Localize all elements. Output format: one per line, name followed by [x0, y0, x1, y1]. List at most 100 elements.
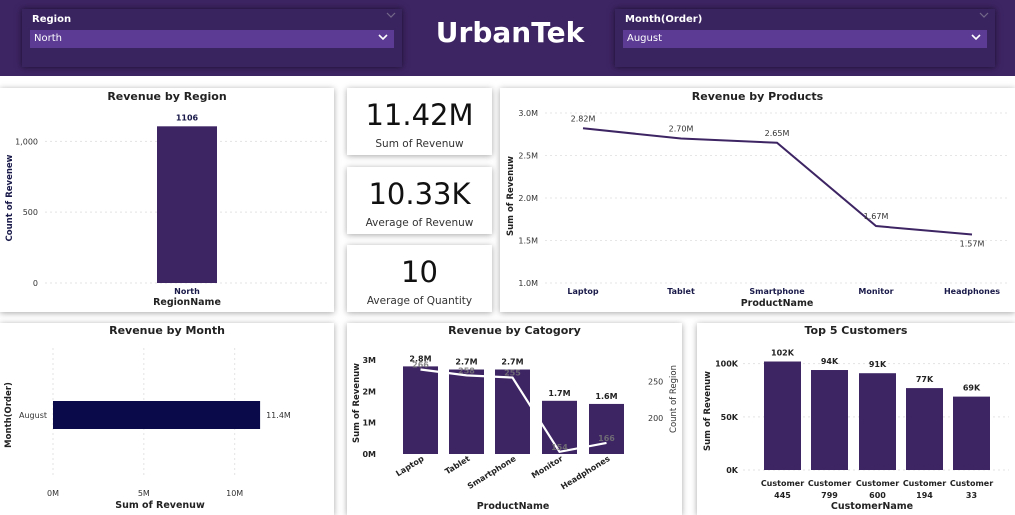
x-tick-label: 799: [821, 491, 838, 500]
revenue-by-products-chart: 1.0M 1.5M 2.0M 2.5M 3.0M 2.82M Laptop 2.70M Tabl…: [506, 109, 1010, 309]
y-tick-label: August: [19, 411, 47, 420]
line-data-label: 154: [551, 443, 568, 452]
top-customers-chart: 0K 50K 100K 102K Customer 445 94K Customer 799 91…: [703, 349, 1009, 512]
data-label: 2.65M: [765, 129, 790, 138]
y-tick-label: 0: [33, 279, 38, 288]
bar: [906, 388, 943, 470]
line-data-label: 258: [458, 366, 475, 375]
x-tick-label: 194: [916, 491, 933, 500]
y-tick-label: 100K: [715, 360, 739, 369]
x-tick-label: Customer: [950, 479, 993, 488]
y-tick-label: 500: [23, 208, 38, 217]
chart-title: Revenue by Catogory: [448, 324, 581, 337]
chevron-down-icon[interactable]: [377, 31, 389, 43]
month-dropdown-value: August: [627, 33, 662, 44]
y-tick-label: 1.0M: [518, 279, 538, 288]
kpi-value: 10: [401, 255, 438, 289]
x-tick-label: Customer: [761, 479, 804, 488]
month-slicer-label: Month(Order): [625, 14, 703, 25]
y-axis-title: Sum of Revenuw: [703, 371, 713, 451]
x-axis-title: CustomerName: [831, 501, 913, 512]
data-label: 1.6M: [595, 392, 617, 401]
x-axis-title: Sum of Revenuw: [115, 500, 205, 511]
y-axis-title: Month(Order): [4, 382, 14, 448]
y-axis-title: Count of Revenew: [5, 154, 15, 241]
x-tick-label: Laptop: [394, 454, 426, 478]
x-tick-label: Tablet: [667, 287, 695, 296]
month-dropdown[interactable]: August: [623, 30, 987, 48]
data-label: 2.7M: [455, 358, 477, 367]
chart-title: Revenue by Products: [691, 90, 824, 103]
x-tick-label: 33: [966, 491, 977, 500]
bar: [764, 361, 801, 470]
kpi-sum-revenue-card: 11.42M Sum of Revenuw: [347, 88, 492, 155]
x-tick-label: Headphones: [944, 287, 1000, 296]
brand-title: UrbanTek: [435, 16, 585, 49]
revenue-by-products-card[interactable]: Revenue by Products 1.0M 1.5M 2.0M 2.5M 3.0M…: [500, 88, 1015, 312]
y-tick-label: 50K: [721, 413, 739, 422]
revenue-by-region-card[interactable]: Revenue by Region 0 500 1,000 1106 North Regi…: [0, 88, 334, 312]
x-axis-title: RegionName: [153, 297, 221, 308]
bar: [542, 400, 577, 454]
y-tick-label: 3.0M: [518, 109, 538, 118]
bar: [953, 396, 990, 470]
y-tick-label: 0M: [362, 450, 376, 459]
region-dropdown[interactable]: North: [30, 30, 394, 48]
data-label: 91K: [869, 360, 887, 369]
data-label: 102K: [771, 349, 795, 358]
collapse-icon[interactable]: [979, 11, 989, 19]
line-data-label: 266: [412, 360, 429, 369]
y2-tick-label: 250: [648, 377, 663, 386]
dashboard-header: Region North UrbanTek Month(Order) Augus…: [0, 0, 1015, 76]
x-tick-label: Customer: [808, 479, 851, 488]
kpi-average-quantity-card: 10 Average of Quantity: [347, 245, 492, 312]
revenue-by-category-card[interactable]: Revenue by Catogory 0M 1M 2M 3M 2.8M 2.7M 2.7M…: [347, 323, 682, 515]
kpi-label: Average of Revenuw: [365, 217, 474, 229]
data-label: 1.67M: [864, 212, 889, 221]
y2-tick-label: 200: [648, 414, 663, 423]
y-tick-label: 1.5M: [518, 237, 538, 246]
y-axis-title: Sum of Revenuw: [506, 156, 516, 236]
x-tick-label: Headphones: [559, 454, 612, 491]
x-tick-label: 0M: [47, 489, 59, 498]
month-slicer[interactable]: Month(Order) August: [615, 9, 995, 67]
x-axis-title: ProductName: [477, 501, 550, 512]
data-label: 77K: [916, 375, 934, 384]
x-tick-label: Smartphone: [749, 287, 805, 296]
kpi-value: 10.33K: [368, 177, 471, 211]
bar: [589, 403, 624, 454]
chart-title: Revenue by Month: [109, 324, 225, 337]
y-tick-label: 2.0M: [518, 194, 538, 203]
x-tick-label: Customer: [903, 479, 946, 488]
data-label: 1106: [176, 113, 199, 122]
revenue-by-category-chart: 0M 1M 2M 3M 2.8M 2.7M 2.7M 1.7M 1.6M 266 258 255 154…: [352, 354, 679, 512]
data-label: 2.82M: [571, 114, 596, 123]
x-tick-label: Monitor: [530, 454, 565, 480]
kpi-average-revenue-card: 10.33K Average of Revenuw: [347, 167, 492, 234]
bar: [53, 401, 261, 429]
x-tick-label: Smartphone: [466, 454, 518, 491]
x-tick-label: 5M: [138, 489, 150, 498]
collapse-icon[interactable]: [386, 11, 396, 19]
bar: [157, 126, 217, 283]
bar: [449, 369, 484, 454]
y2-axis-title: Count of Region: [669, 365, 679, 433]
region-slicer[interactable]: Region North: [22, 9, 402, 67]
region-dropdown-value: North: [34, 33, 62, 44]
bar: [811, 370, 848, 470]
data-label: 2.7M: [501, 358, 523, 367]
y-tick-label: 1M: [362, 419, 376, 428]
top-customers-card[interactable]: Top 5 Customers 0K 50K 100K 102K Customer 445…: [697, 323, 1015, 515]
series-line: [582, 127, 973, 236]
x-tick-label: Customer: [856, 479, 899, 488]
data-label: 94K: [821, 357, 839, 366]
chevron-down-icon[interactable]: [970, 31, 982, 43]
x-tick-label: 10M: [226, 489, 243, 498]
revenue-by-month-card[interactable]: Revenue by Month 0M 5M 10M 11.4M August Sum o…: [0, 323, 334, 515]
x-tick-label: 600: [869, 491, 886, 500]
data-label: 69K: [963, 384, 981, 393]
chart-title: Revenue by Region: [107, 90, 227, 103]
x-tick-label: 445: [774, 491, 791, 500]
bar: [859, 373, 896, 470]
